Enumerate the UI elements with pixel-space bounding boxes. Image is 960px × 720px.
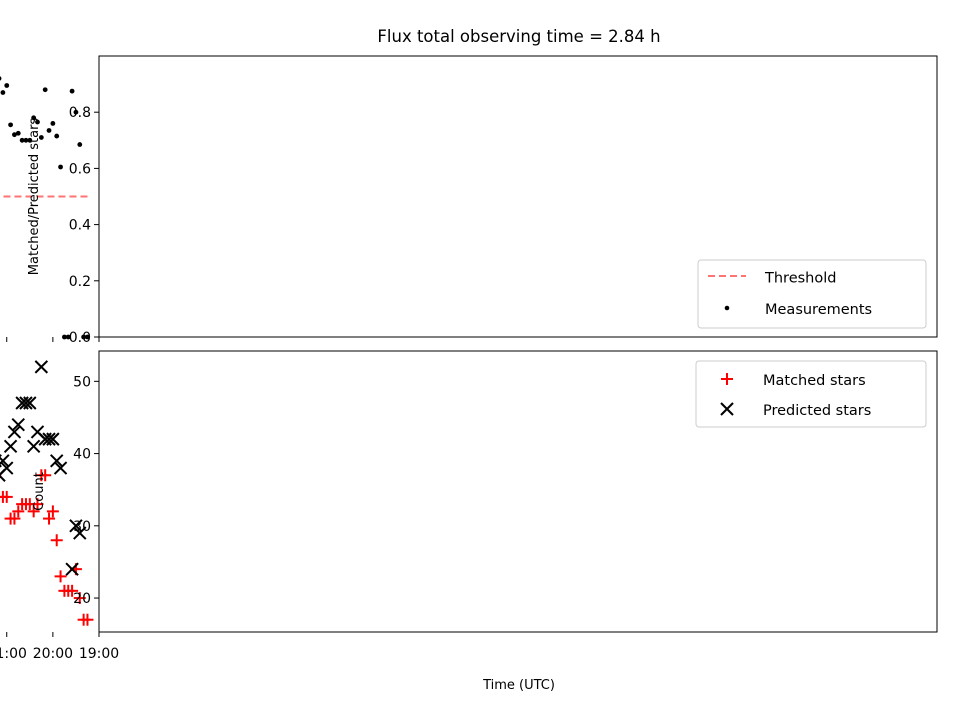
legend-measurement-swatch — [724, 305, 730, 311]
ratio-axes-frame — [98, 55, 938, 338]
count-axes-frame — [98, 350, 938, 633]
legend-matched-label: Matched stars — [763, 373, 866, 389]
matched-star-marker — [73, 592, 86, 605]
predicted-star-marker — [42, 432, 56, 446]
matched-star-marker — [58, 584, 71, 597]
x-tick-label: 21:00 — [0, 646, 27, 662]
ratio-y-axis: 0.0 0.2 0.4 0.6 0.8 — [69, 105, 99, 346]
x-tick-label: 20:00 — [33, 646, 73, 662]
measurement-point — [85, 334, 90, 340]
measurement-point — [42, 87, 48, 93]
predicted-star-marker — [7, 425, 22, 439]
count-legend: Matched stars Predicted stars — [695, 360, 927, 428]
ratio-x-axis — [6, 337, 100, 342]
count-y-axis: 20 30 40 50 — [73, 374, 99, 607]
measurement-point — [38, 135, 44, 140]
predicted-star-marker — [34, 360, 49, 374]
legend-predicted-swatch — [720, 402, 734, 416]
measurement-point — [58, 164, 63, 170]
matched-star-marker — [46, 505, 59, 518]
measurement-point — [35, 119, 40, 125]
y-tick-label: 20 — [73, 591, 91, 607]
matched-star-marker — [0, 490, 6, 503]
legend-predicted-label: Predicted stars — [763, 403, 871, 419]
matched-stars-points — [0, 469, 94, 626]
measurement-point — [4, 83, 10, 88]
matched-star-marker — [77, 613, 90, 626]
predicted-star-marker — [50, 454, 64, 468]
measurement-point — [0, 90, 6, 95]
ratio-legend: Threshold Measurements — [697, 259, 927, 329]
measurement-point — [19, 137, 25, 143]
y-tick-label: 30 — [73, 519, 91, 535]
predicted-star-marker — [15, 396, 29, 410]
predicted-star-marker — [69, 519, 83, 533]
legend-matched-swatch — [721, 373, 733, 385]
predicted-stars-points — [0, 360, 87, 576]
matched-star-marker — [54, 570, 67, 583]
y-tick-label: 0.8 — [69, 105, 91, 121]
matched-star-marker — [12, 505, 25, 518]
ratio-panel: 0.00.20.40.60.8 Matched/Predicted stars … — [0, 55, 938, 346]
y-tick-label: 0.2 — [69, 274, 91, 290]
predicted-star-marker — [0, 454, 10, 468]
measurement-point — [12, 132, 17, 138]
matched-star-marker — [4, 512, 17, 525]
measurement-point — [27, 137, 33, 143]
measurement-point — [69, 88, 75, 94]
x-tick-label: 19:00 — [79, 646, 119, 662]
matched-star-marker — [43, 512, 56, 525]
predicted-star-marker — [3, 439, 18, 454]
matched-star-marker — [27, 505, 40, 518]
y-tick-label: 0.0 — [69, 330, 91, 346]
measurement-points — [0, 76, 90, 340]
matched-star-marker — [50, 534, 63, 547]
measurement-point — [8, 122, 13, 128]
matched-star-marker — [16, 498, 29, 511]
legend-measurement-label: Measurements — [765, 302, 872, 318]
measurement-point — [0, 76, 2, 81]
predicted-star-marker — [26, 439, 41, 454]
predicted-star-marker — [0, 468, 6, 482]
measurement-point — [23, 137, 29, 143]
measurement-point — [31, 115, 37, 121]
predicted-star-marker — [11, 417, 25, 432]
measurement-point — [73, 109, 79, 115]
measurement-point — [62, 334, 67, 340]
y-tick-label: 50 — [73, 374, 91, 390]
matched-star-marker — [35, 469, 48, 482]
chart-title: Flux total observing time = 2.84 h — [377, 27, 660, 46]
predicted-star-marker — [19, 396, 33, 410]
measurement-point — [81, 334, 87, 340]
predicted-star-marker — [65, 562, 79, 576]
y-tick-label: 0.4 — [69, 218, 91, 234]
ratio-y-axis-label: Matched/Predicted stars — [27, 118, 42, 276]
measurement-point — [15, 130, 21, 136]
predicted-star-marker — [73, 526, 87, 540]
measurement-point — [65, 334, 71, 340]
predicted-star-marker — [53, 461, 68, 475]
measurement-point — [54, 133, 60, 139]
measurement-point — [50, 121, 56, 126]
predicted-star-marker — [30, 425, 45, 439]
measurement-point — [77, 142, 83, 147]
count-x-axis-label: Time (UTC) — [482, 678, 555, 693]
y-tick-label: 40 — [73, 447, 91, 463]
y-tick-label: 0.6 — [69, 161, 91, 177]
count-y-axis-label: Count — [32, 472, 47, 511]
legend-threshold-label: Threshold — [764, 271, 836, 287]
measurement-point — [46, 128, 52, 133]
